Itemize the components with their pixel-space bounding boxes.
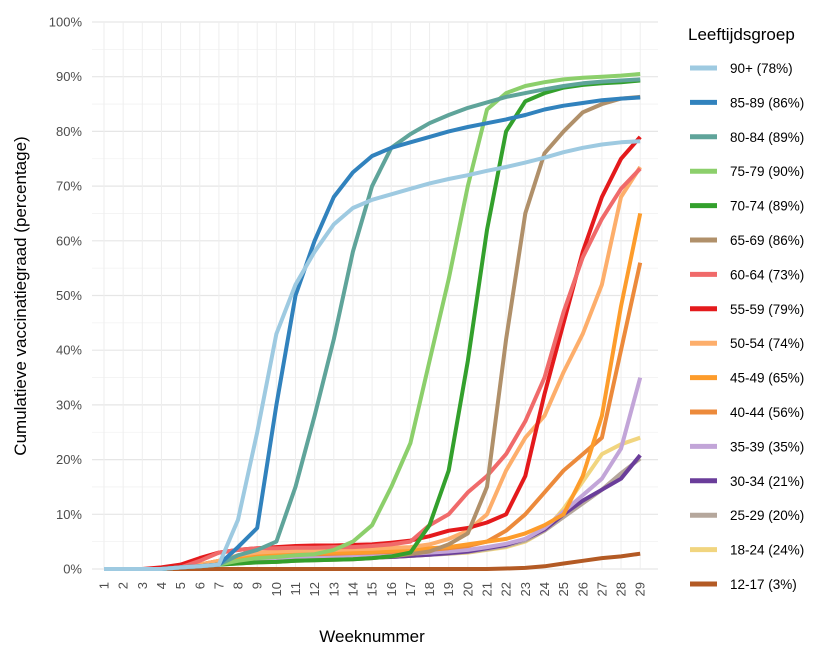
x-tick-label: 12 [307,582,322,596]
legend-label: 75-79 (90%) [730,164,804,179]
y-tick-label: 50% [56,288,82,303]
legend-item: 12-17 (3%) [690,577,797,592]
x-tick-label: 13 [326,582,341,596]
legend-item: 85-89 (86%) [690,95,804,110]
legend-label: 55-59 (79%) [730,302,804,317]
legend-label: 40-44 (56%) [730,405,804,420]
legend-item: 80-84 (89%) [690,130,804,145]
x-tick-label: 11 [288,582,303,596]
x-tick-label: 28 [614,582,629,596]
legend-label: 65-69 (86%) [730,233,804,248]
series-line [104,551,641,571]
legend-item: 35-39 (35%) [690,439,804,454]
legend-item: 70-74 (89%) [690,199,804,214]
legend-item: 75-79 (90%) [690,164,804,179]
legend-label: 25-29 (20%) [730,508,804,523]
x-axis-title: Weeknummer [319,627,425,646]
legend-label: 35-39 (35%) [730,439,804,454]
x-tick-label: 5 [173,582,188,589]
y-tick-label: 90% [56,69,82,84]
x-tick-label: 16 [384,582,399,596]
y-axis-title: Cumulatieve vaccinatiegraad (percentage) [11,136,30,455]
x-tick-label: 15 [365,582,380,596]
x-tick-label: 8 [231,582,246,589]
y-tick-label: 30% [56,397,82,412]
y-tick-label: 60% [56,233,82,248]
legend-item: 65-69 (86%) [690,233,804,248]
x-tick-label: 23 [518,582,533,596]
x-tick-label: 1 [97,582,112,589]
y-tick-label: 70% [56,179,82,194]
legend-label: 60-64 (73%) [730,267,804,282]
x-tick-label: 24 [537,582,552,596]
x-tick-label: 18 [422,582,437,596]
y-tick-label: 40% [56,343,82,358]
y-tick-label: 80% [56,124,82,139]
x-tick-label: 6 [192,582,207,589]
x-tick-label: 29 [633,582,648,596]
x-tick-label: 7 [211,582,226,589]
legend-item: 50-54 (74%) [690,336,804,351]
legend-items: 90+ (78%) 85-89 (86%) 80-84 (89%) 75-79 (90… [690,61,804,592]
x-tick-label: 22 [499,582,514,596]
series-lines [104,72,643,571]
legend-item: 60-64 (73%) [690,267,804,282]
x-tick-label: 14 [345,582,360,596]
y-tick-label: 100% [49,15,83,30]
legend-item: 90+ (78%) [690,61,793,76]
y-tick-label: 10% [56,507,82,522]
x-tick-label: 25 [556,582,571,596]
legend-label: 45-49 (65%) [730,371,804,386]
legend-label: 90+ (78%) [730,61,793,76]
x-tick-label: 27 [594,582,609,596]
x-tick-labels: 1 2 3 4 5 6 7 8 9 10 11 12 13 14 15 16 17 18 19 20 21 22 23 24 2… [97,582,648,596]
legend-label: 12-17 (3%) [730,577,797,592]
x-tick-label: 17 [403,582,418,596]
series-line [104,139,641,571]
legend-item: 55-59 (79%) [690,302,804,317]
y-tick-labels: 0% 10% 20% 30% 40% 50% 60% 70% 80% 90% 100% [49,15,83,577]
legend-item: 45-49 (65%) [690,371,804,386]
legend-label: 18-24 (24%) [730,543,804,558]
legend: Leeftijdsgroep 90+ (78%) 85-89 (86%) 80-84… [688,25,804,592]
y-tick-label: 20% [56,452,82,467]
x-tick-label: 3 [135,582,150,589]
x-tick-label: 19 [441,582,456,596]
x-tick-label: 21 [480,582,495,596]
legend-item: 30-34 (21%) [690,474,804,489]
y-tick-label: 0% [63,562,82,577]
legend-title: Leeftijdsgroep [688,25,795,44]
legend-item: 25-29 (20%) [690,508,804,523]
legend-item: 40-44 (56%) [690,405,804,420]
series-line [104,167,642,571]
x-tick-label: 10 [269,582,284,596]
legend-label: 50-54 (74%) [730,336,804,351]
legend-item: 18-24 (24%) [690,543,804,558]
x-tick-label: 9 [250,582,265,589]
x-tick-label: 20 [460,582,475,596]
x-tick-label: 2 [116,582,131,589]
x-tick-label: 4 [154,582,169,589]
legend-label: 80-84 (89%) [730,130,804,145]
legend-label: 85-89 (86%) [730,95,804,110]
legend-label: 70-74 (89%) [730,199,804,214]
x-tick-label: 26 [575,582,590,596]
legend-label: 30-34 (21%) [730,474,804,489]
